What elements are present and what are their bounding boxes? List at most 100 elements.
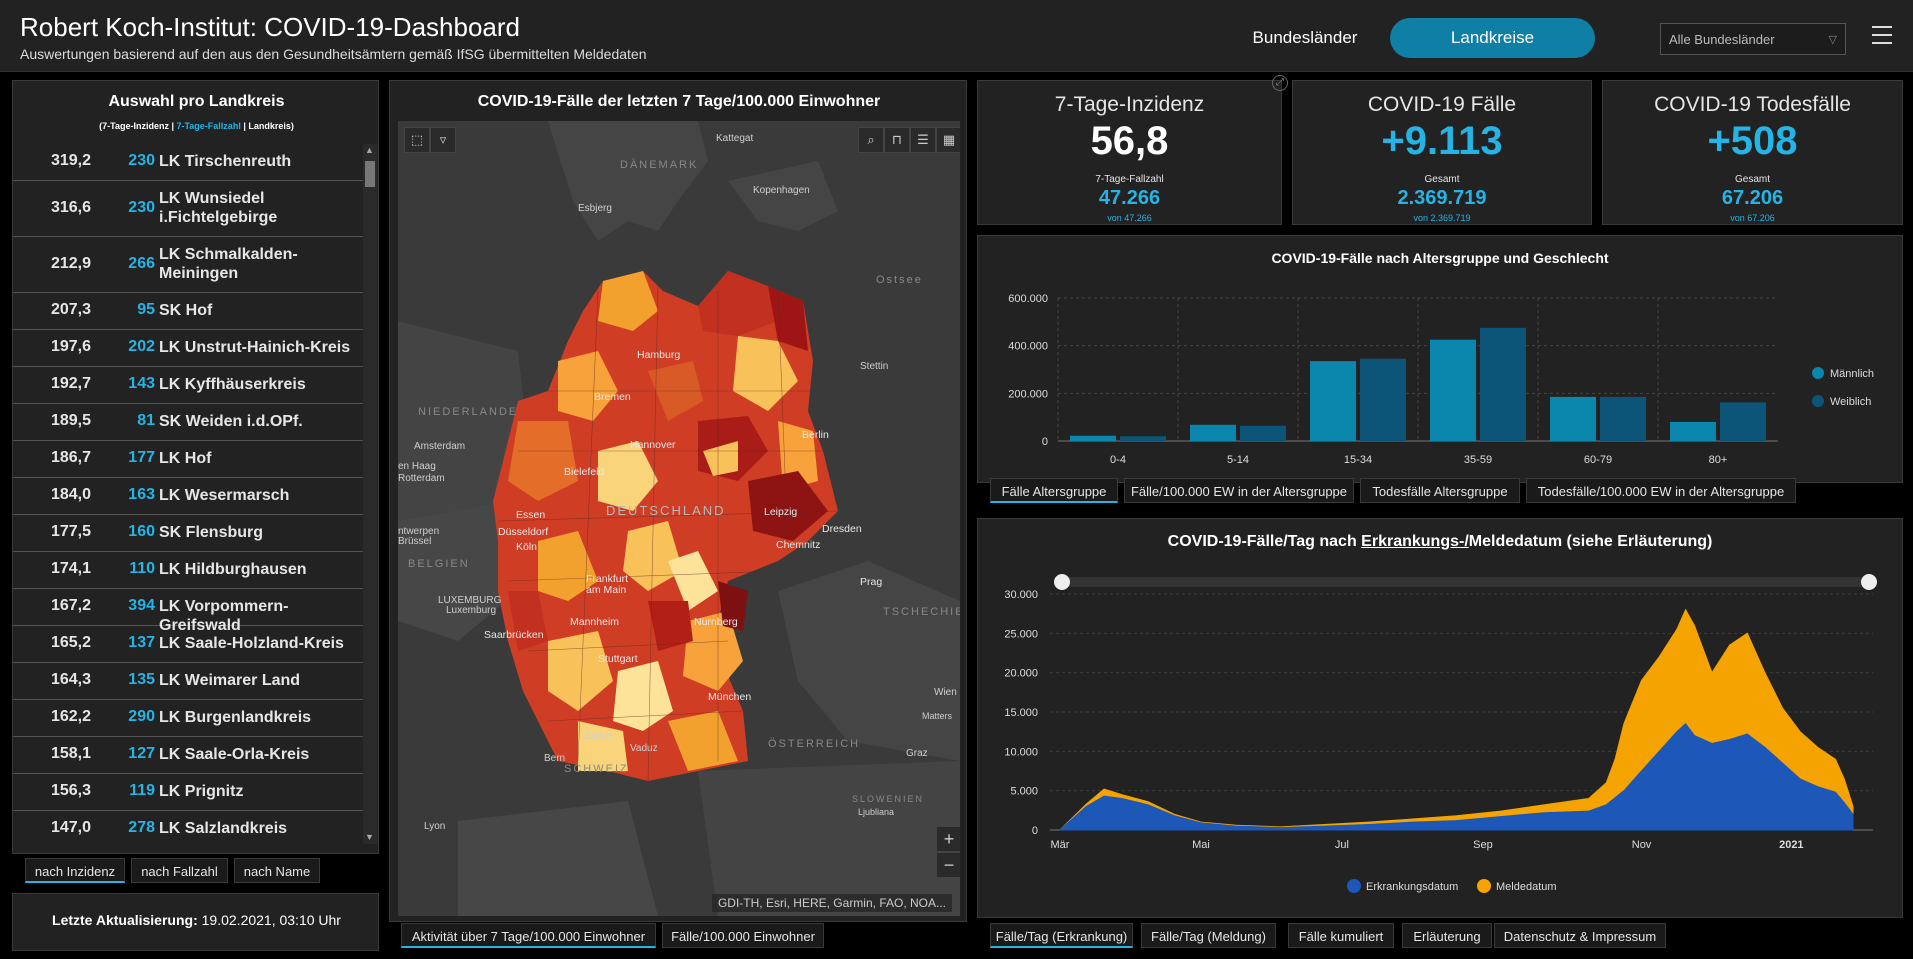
landkreis-list[interactable]: 319,2 230 LK Tirschenreuth 316,6 230 LK Wunsi… (13, 144, 363, 844)
map-label: Bremen (594, 391, 631, 403)
landkreis-list-panel: Auswahl pro Landkreis (7-Tage-Inzidenz |… (12, 80, 379, 854)
map-bookmark-icon[interactable]: ⊓ (884, 127, 910, 153)
map-label: Saarbrücken (484, 629, 544, 641)
kpi-inzidenz: 7-Tage-Inzidenz 56,8 7-Tage-Fallzahl 47.… (977, 80, 1282, 225)
row-inzidenz: 165,2 (50, 634, 91, 651)
subtitle-part-fallzahl: 7-Tage-Fallzahl (176, 121, 241, 131)
zoom-out-icon[interactable]: − (936, 852, 960, 878)
y-tick-label: 15.000 (1004, 707, 1038, 719)
tab-todesfaelle-altersgruppe[interactable]: Todesfälle Altersgruppe (1360, 478, 1520, 503)
bar-weiblich (1720, 402, 1766, 441)
daily-chart-title-link[interactable]: Erkrankungs-/ (1361, 533, 1469, 550)
row-landkreis-name: LK Kyffhäuserkreis (159, 376, 306, 393)
landkreis-row[interactable]: 147,0 278 LK Salzlandkreis (13, 811, 363, 844)
landkreis-row[interactable]: 184,0 163 LK Wesermarsch (13, 478, 363, 515)
map-legend-icon[interactable]: ☰ (910, 127, 936, 153)
map-selection-tool-icon[interactable]: ⬚ (404, 127, 430, 153)
kpi-label: COVID-19 Todesfälle (1654, 93, 1851, 116)
x-tick-label: Jul (1335, 839, 1349, 851)
tab-erlaeuterung[interactable]: Erläuterung (1402, 923, 1492, 948)
map-label: Mannheim (570, 616, 620, 628)
incidence-map[interactable]: ⬚ ▿ ⌕ ⊓ ☰ ▦ + − DÄNEMARK Kattegat Kopenh… (398, 121, 960, 916)
map-label: LUXEMBURG (438, 595, 502, 606)
hamburger-menu-icon[interactable] (1872, 26, 1892, 44)
bar-weiblich (1360, 358, 1406, 441)
landkreise-button[interactable]: Landkreise (1390, 18, 1595, 58)
tab-datenschutz-impressum[interactable]: Datenschutz & Impressum (1494, 923, 1666, 948)
list-scroll-thumb[interactable] (365, 161, 375, 187)
daily-chart-title-part: COVID-19-Fälle/Tag nach (1167, 533, 1362, 550)
tab-faelle-100000[interactable]: Fälle/100.000 Einwohner (662, 923, 824, 948)
slider-start-handle[interactable] (1054, 574, 1070, 590)
map-label: en Haag (398, 461, 436, 472)
landkreis-row[interactable]: 167,2 394 LK Vorpommern-Greifswald (13, 589, 363, 634)
list-scrollbar[interactable] (363, 144, 377, 844)
map-label: DEUTSCHLAND (606, 503, 726, 518)
map-tool-dropdown-icon[interactable]: ▿ (430, 127, 456, 153)
map-label: München (708, 691, 752, 703)
scroll-up-icon[interactable]: ▲ (365, 145, 374, 155)
landkreis-row[interactable]: 197,6 202 LK Unstrut-Hainich-Kreis (13, 330, 363, 367)
tab-faelle-100000-altersgruppe[interactable]: Fälle/100.000 EW in der Altersgruppe (1124, 478, 1354, 503)
map-attribution: GDI-TH, Esri, HERE, Garmin, FAO, NOA... (711, 894, 952, 912)
bundesland-select-value: Alle Bundesländer (1669, 32, 1775, 47)
map-label: Ljubliana (858, 807, 895, 817)
row-fallzahl: 135 (128, 671, 155, 688)
bar-weiblich (1600, 396, 1646, 441)
scroll-down-icon[interactable]: ▼ (365, 832, 374, 842)
y-tick-label: 5.000 (1010, 786, 1038, 798)
legend-swatch (1347, 879, 1361, 893)
landkreis-row[interactable]: 186,7 177 LK Hof (13, 441, 363, 478)
landkreis-row[interactable]: 165,2 137 LK Saale-Holzland-Kreis (13, 626, 363, 663)
kpi-sub-value: 2.369.719 (1397, 187, 1487, 209)
row-fallzahl: 177 (128, 449, 155, 466)
landkreis-row[interactable]: 156,3 119 LK Prignitz (13, 774, 363, 811)
daily-chart-title: COVID-19-Fälle/Tag nach Erkrankungs-/Mel… (978, 533, 1902, 551)
tab-nach-fallzahl[interactable]: nach Fallzahl (131, 858, 228, 883)
tab-faelle-kumuliert[interactable]: Fälle kumuliert (1288, 923, 1394, 948)
bundeslaender-button[interactable]: Bundesländer (1252, 28, 1358, 47)
tab-todesfaelle-100000-altersgruppe[interactable]: Todesfälle/100.000 EW in der Altersgrupp… (1526, 478, 1796, 503)
tab-nach-name[interactable]: nach Name (234, 858, 320, 883)
row-fallzahl: 119 (129, 782, 155, 799)
row-landkreis-name: LK Hof (159, 450, 212, 467)
legend-label: Erkrankungsdatum (1366, 881, 1458, 893)
landkreis-row[interactable]: 162,2 290 LK Burgenlandkreis (13, 700, 363, 737)
landkreis-row[interactable]: 212,9 266 LK Schmalkalden-Meiningen (13, 237, 363, 293)
y-tick-label: 25.000 (1004, 628, 1038, 640)
kpi-value: 56,8 (1090, 119, 1169, 163)
map-label: Kattegat (716, 133, 754, 144)
kpi-label: 7-Tage-Inzidenz (1054, 93, 1205, 116)
row-landkreis-name: SK Flensburg (159, 524, 264, 541)
row-landkreis-name: LK Saale-Holzland-Kreis (159, 635, 344, 652)
tab-faelle-tag-meldung[interactable]: Fälle/Tag (Meldung) (1141, 923, 1276, 948)
map-search-icon[interactable]: ⌕ (858, 127, 884, 153)
map-label: Dresden (822, 523, 862, 535)
map-label: Matters (922, 711, 953, 721)
map-basemap-icon[interactable]: ▦ (936, 127, 960, 153)
legend-label: Männlich (1830, 368, 1874, 380)
landkreis-row[interactable]: 319,2 230 LK Tirschenreuth (13, 144, 363, 181)
row-landkreis-name: LK Salzlandkreis (159, 820, 288, 837)
landkreis-row[interactable]: 158,1 127 LK Saale-Orla-Kreis (13, 737, 363, 774)
tab-faelle-tag-erkrankung[interactable]: Fälle/Tag (Erkrankung) (990, 923, 1133, 948)
expand-icon[interactable]: ⤢ (1272, 75, 1288, 91)
landkreis-row[interactable]: 316,6 230 LK Wunsiedel i.Fichtelgebirge (13, 181, 363, 237)
bar-männlich (1550, 396, 1596, 441)
landkreis-row[interactable]: 192,7 143 LK Kyffhäuserkreis (13, 367, 363, 404)
daily-chart-svg: 0 5.000 10.000 15.000 20.000 25.000 30.000 Mär M… (1004, 574, 1877, 893)
area-erkrankungsdatum (1058, 723, 1854, 831)
tab-aktivitaet-7-tage[interactable]: Aktivität über 7 Tage/100.000 Einwohner (401, 923, 656, 948)
zoom-in-icon[interactable]: + (936, 826, 960, 852)
tab-nach-inzidenz[interactable]: nach Inzidenz (25, 858, 125, 883)
landkreis-row[interactable]: 207,3 95 SK Hof (13, 293, 363, 330)
row-inzidenz: 192,7 (50, 375, 91, 392)
landkreis-row[interactable]: 189,5 81 SK Weiden i.d.OPf. (13, 404, 363, 441)
slider-end-handle[interactable] (1861, 574, 1877, 590)
map-label: Düsseldorf (498, 526, 549, 538)
landkreis-row[interactable]: 174,1 110 LK Hildburghausen (13, 552, 363, 589)
landkreis-row[interactable]: 177,5 160 SK Flensburg (13, 515, 363, 552)
bundesland-select[interactable]: Alle Bundesländer ▽ (1660, 23, 1846, 55)
landkreis-row[interactable]: 164,3 135 LK Weimarer Land (13, 663, 363, 700)
tab-faelle-altersgruppe[interactable]: Fälle Altersgruppe (990, 478, 1118, 503)
